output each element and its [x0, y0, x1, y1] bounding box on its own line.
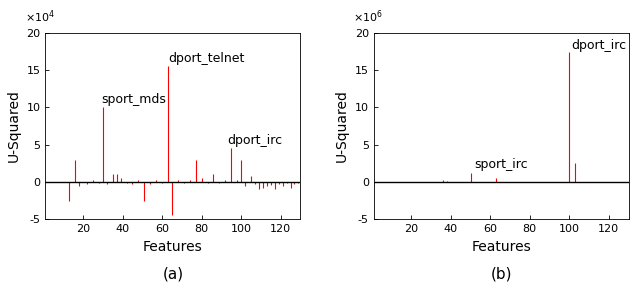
X-axis label: Features: Features	[143, 240, 203, 254]
Text: $\times10^{4}$: $\times10^{4}$	[25, 9, 55, 26]
Y-axis label: U-Squared: U-Squared	[335, 90, 349, 162]
Text: sport_irc: sport_irc	[474, 158, 528, 171]
Text: dport_telnet: dport_telnet	[168, 52, 244, 65]
X-axis label: Features: Features	[471, 240, 531, 254]
Text: $\times10^{6}$: $\times10^{6}$	[353, 9, 383, 26]
Text: dport_irc: dport_irc	[572, 39, 627, 52]
Y-axis label: U-Squared: U-Squared	[7, 90, 21, 162]
Title: (a): (a)	[163, 267, 184, 282]
Title: (b): (b)	[490, 267, 512, 282]
Text: sport_mds: sport_mds	[101, 93, 166, 106]
Text: dport_irc: dport_irc	[227, 134, 282, 147]
